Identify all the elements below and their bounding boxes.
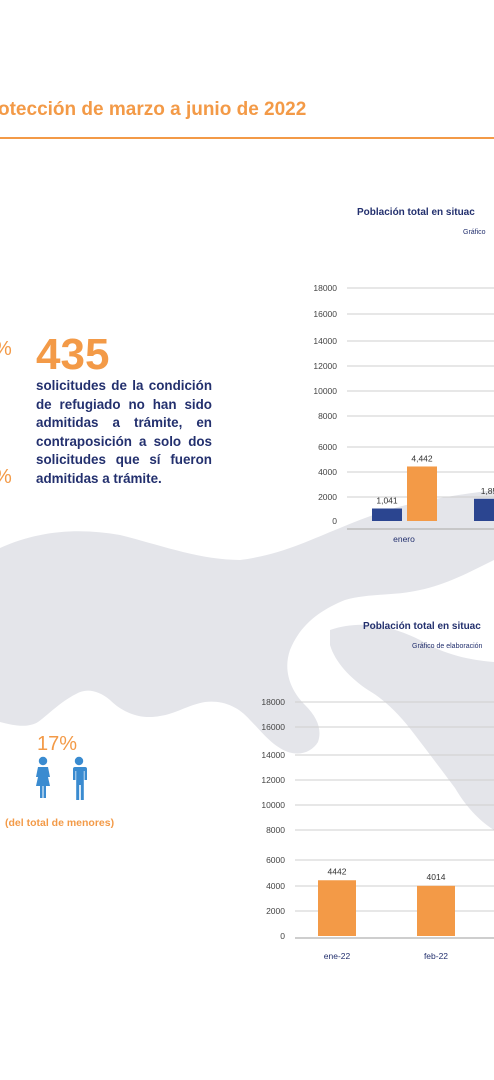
bar <box>417 885 455 936</box>
title-divider <box>0 137 494 139</box>
y-tick-label: 16000 <box>261 722 285 732</box>
bar <box>372 508 402 521</box>
y-tick-label: 0 <box>280 931 285 941</box>
y-tick-label: 2000 <box>266 906 285 916</box>
y-tick-label: 2000 <box>318 492 337 502</box>
y-tick-label: 16000 <box>313 309 337 319</box>
map-landmass <box>0 490 494 754</box>
children-icon <box>36 756 87 800</box>
data-label: 1,041 <box>376 496 398 506</box>
page-title: otección de marzo a junio de 2022 <box>0 99 307 120</box>
y-tick-label: 14000 <box>313 336 337 346</box>
data-label: 4442 <box>328 866 347 876</box>
y-tick-label: 12000 <box>261 775 285 785</box>
y-tick-label: 4000 <box>266 881 285 891</box>
y-tick-label: 14000 <box>261 750 285 760</box>
y-tick-label: 10000 <box>313 386 337 396</box>
chart1-title: Población total en situac <box>357 207 475 218</box>
y-tick-label: 18000 <box>313 283 337 293</box>
bar <box>407 466 437 521</box>
big-stat-number: 435 <box>36 330 110 379</box>
x-tick-label: enero <box>393 534 415 544</box>
y-tick-label: 12000 <box>313 361 337 371</box>
chart1-subtitle: Gráfico <box>463 229 486 236</box>
y-tick-label: 0 <box>332 516 337 526</box>
bar <box>474 498 494 521</box>
minors-note: (del total de menores) <box>5 817 115 829</box>
y-tick-label: 10000 <box>261 800 285 810</box>
chart2-subtitle: Gráfico de elaboración <box>412 643 483 650</box>
y-tick-label: 6000 <box>266 855 285 865</box>
girl-icon <box>36 756 50 798</box>
stat-description: solicitudes de la condición de refugiado… <box>36 378 212 486</box>
data-label: 4,442 <box>411 453 433 463</box>
y-tick-label: 18000 <box>261 697 285 707</box>
bar <box>318 880 356 936</box>
x-tick-label: ene-22 <box>324 951 351 961</box>
chart2-title: Población total en situac <box>363 621 481 632</box>
edge-percent-mark: % <box>0 338 12 361</box>
x-tick-label: feb-22 <box>424 951 448 961</box>
y-tick-label: 4000 <box>318 467 337 477</box>
y-tick-label: 8000 <box>318 411 337 421</box>
edge-percent-mark: % <box>0 466 12 489</box>
y-tick-label: 6000 <box>318 442 337 452</box>
y-tick-label: 8000 <box>266 825 285 835</box>
boy-icon <box>73 756 87 800</box>
minors-percent: 17% <box>37 733 78 755</box>
data-label: 1,85 <box>481 486 494 496</box>
data-label: 4014 <box>427 872 446 882</box>
